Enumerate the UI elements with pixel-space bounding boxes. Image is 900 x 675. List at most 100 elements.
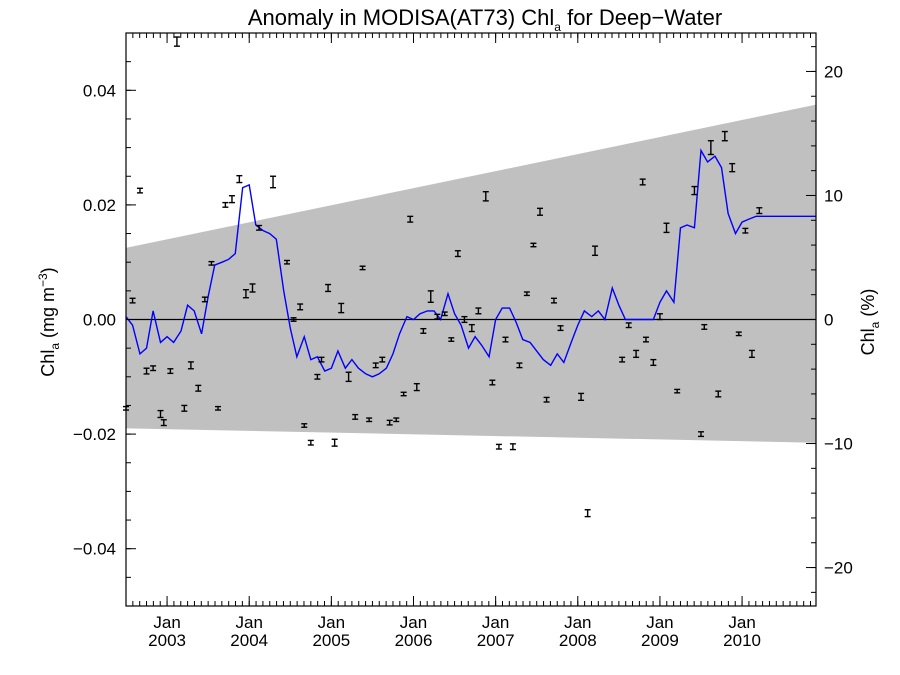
error-bar — [413, 382, 420, 392]
error-bar — [715, 390, 722, 398]
y2-tick-label: −20 — [824, 559, 853, 578]
error-bar — [400, 391, 407, 397]
error-bar — [550, 297, 557, 304]
error-bar — [420, 327, 427, 334]
error-bar — [407, 215, 414, 223]
error-bar — [379, 356, 386, 363]
y2-tick-label: 20 — [824, 62, 843, 81]
error-bar — [650, 358, 657, 367]
error-bar — [537, 207, 543, 216]
confidence-envelope — [126, 104, 816, 443]
x-tick-month-label: Jan — [646, 613, 673, 632]
error-bar — [592, 245, 599, 257]
error-bar-layer — [123, 36, 763, 518]
error-bar — [173, 36, 180, 47]
x-tick-month-label: Jan — [564, 613, 591, 632]
chart-title: Anomaly in MODISA(AT73) Chla for Deep−Wa… — [248, 5, 722, 34]
x-tick-year-label: 2003 — [148, 631, 186, 650]
error-bar — [489, 379, 496, 386]
y2-tick-label: 10 — [824, 186, 843, 205]
error-bar — [691, 185, 698, 196]
error-bar — [208, 260, 215, 266]
error-bar — [181, 404, 188, 412]
error-bar — [215, 405, 221, 411]
error-bar — [742, 227, 749, 234]
error-bar — [318, 356, 325, 363]
error-bar — [502, 336, 509, 343]
error-bar — [701, 323, 708, 330]
error-bar — [150, 365, 157, 372]
error-bar — [386, 419, 393, 426]
error-bar — [509, 443, 516, 451]
error-bar — [584, 509, 591, 518]
error-bar — [284, 259, 290, 265]
error-bar — [236, 174, 243, 184]
error-bar — [167, 368, 174, 375]
x-tick-year-label: 2008 — [559, 631, 597, 650]
anomaly-series-line — [125, 148, 816, 378]
error-bar — [454, 250, 461, 258]
error-bar — [461, 315, 468, 324]
error-bar — [642, 336, 649, 343]
error-bar — [307, 439, 314, 446]
error-bar — [143, 367, 150, 375]
error-bar — [516, 362, 523, 369]
error-bar — [468, 323, 475, 333]
error-bar — [707, 140, 714, 156]
error-bar — [366, 417, 373, 423]
anomaly-line-layer — [125, 148, 816, 378]
error-bar — [187, 361, 194, 370]
error-bar — [557, 325, 564, 332]
error-bar — [290, 317, 297, 322]
error-bar — [748, 349, 755, 359]
error-bar — [633, 349, 640, 359]
error-bar — [297, 303, 304, 311]
y-axis-label-left: Chla (mg m−3) — [36, 267, 62, 376]
y-tick-label: 0.02 — [83, 196, 116, 215]
x-tick-month-label: Jan — [482, 613, 509, 632]
error-bar — [249, 283, 256, 293]
error-bar — [256, 224, 263, 231]
axis-ticks: 0.040.020.00−0.02−0.0420100−10−20Jan2003… — [73, 32, 853, 650]
x-tick-year-label: 2005 — [312, 631, 350, 650]
error-bar — [352, 413, 359, 420]
x-tick-year-label: 2007 — [477, 631, 515, 650]
y-tick-label: −0.04 — [73, 540, 116, 559]
error-bar — [427, 290, 434, 304]
error-bar — [656, 313, 663, 321]
error-bar — [543, 396, 550, 403]
error-bar — [325, 283, 332, 293]
error-bar — [530, 242, 537, 248]
error-bar — [495, 443, 502, 450]
y-axis-label-right: Chla (%) — [858, 289, 882, 356]
error-bar — [338, 302, 345, 314]
error-bar — [201, 296, 208, 303]
x-tick-year-label: 2010 — [723, 631, 761, 650]
error-bar — [160, 419, 167, 427]
y-tick-label: −0.02 — [73, 425, 116, 444]
error-bar — [523, 291, 530, 297]
x-tick-year-label: 2004 — [230, 631, 268, 650]
error-bar — [222, 201, 229, 208]
error-bar — [372, 362, 379, 369]
error-bar — [301, 423, 308, 428]
x-tick-month-label: Jan — [318, 613, 345, 632]
error-bar — [136, 187, 143, 194]
error-bar — [228, 195, 235, 204]
x-tick-month-label: Jan — [728, 613, 755, 632]
error-bar — [674, 388, 681, 394]
y-tick-label: 0.04 — [83, 81, 116, 100]
x-tick-month-label: Jan — [236, 613, 263, 632]
error-bar — [735, 331, 742, 337]
x-tick-year-label: 2009 — [641, 631, 679, 650]
error-bar — [331, 438, 338, 447]
envelope-band — [126, 104, 816, 443]
error-bar — [359, 265, 366, 271]
error-bar — [195, 384, 202, 392]
error-bar — [393, 417, 400, 423]
error-bar — [448, 337, 455, 342]
error-bar — [441, 311, 448, 317]
x-tick-month-label: Jan — [400, 613, 427, 632]
error-bar — [578, 392, 585, 401]
